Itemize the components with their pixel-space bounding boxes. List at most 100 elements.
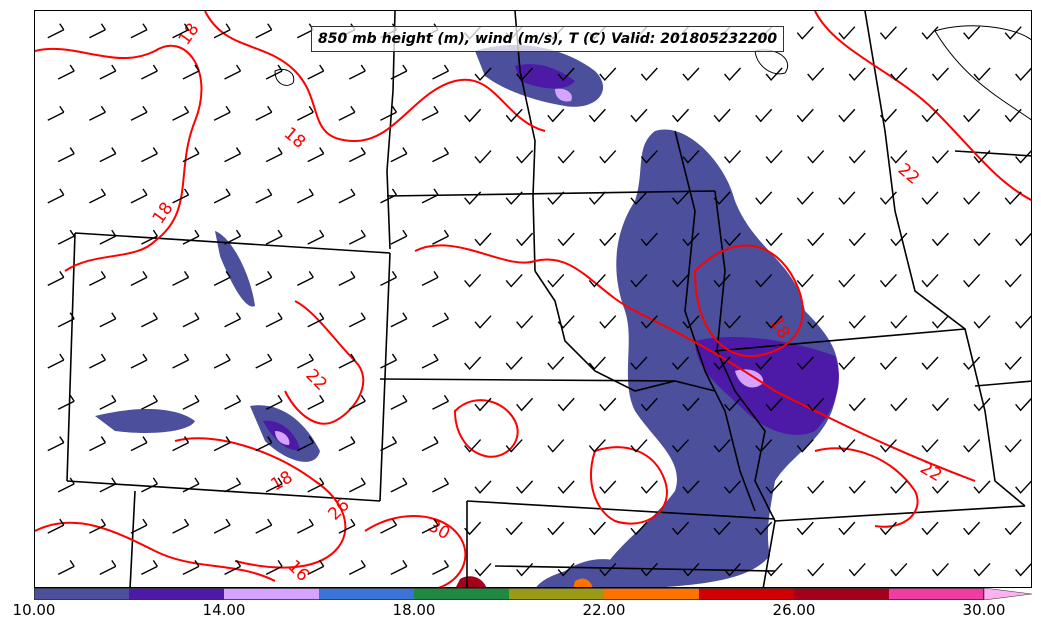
- wind-barb: [765, 397, 783, 412]
- wind-barb: [505, 108, 523, 123]
- wind-barb: [630, 521, 648, 536]
- wind-barb: [640, 315, 658, 329]
- wind-barb: [599, 315, 617, 329]
- wind-barb: [1004, 356, 1022, 371]
- wind-barb: [713, 521, 731, 536]
- wind-barb: [141, 477, 158, 493]
- wind-barb: [1004, 273, 1022, 288]
- wind-barb: [755, 356, 773, 371]
- colorbar-segment: [889, 588, 984, 600]
- wind-barb: [921, 439, 939, 453]
- wind-barb: [348, 560, 366, 576]
- wind-barb: [723, 480, 742, 494]
- wind-barb: [963, 356, 981, 371]
- wind-barb: [141, 229, 158, 245]
- wind-barb: [765, 150, 783, 164]
- wind-barb: [640, 150, 658, 164]
- wind-barb: [755, 521, 773, 536]
- wind-barb: [338, 353, 356, 369]
- wind-barb: [588, 356, 606, 371]
- wind-barb: [390, 394, 408, 410]
- wind-barb: [755, 273, 773, 288]
- boundary-ne-north: [386, 190, 716, 197]
- south-cell-inner: [573, 578, 593, 587]
- map-canvas: 18 18 18 22 22 22 18 18 26 30 16: [35, 11, 1031, 587]
- wind-barb: [723, 67, 742, 82]
- wind-barb: [141, 560, 158, 576]
- wind-barb: [516, 562, 534, 577]
- wind-barb: [141, 312, 158, 328]
- wind-barb: [557, 232, 575, 247]
- wind-barb: [265, 312, 283, 328]
- contour-label: 22: [894, 160, 923, 189]
- wind-barb: [89, 105, 106, 121]
- wind-barb: [765, 562, 783, 577]
- wind-barb: [432, 147, 450, 163]
- wind-barb: [130, 518, 148, 534]
- wind-barb: [879, 439, 897, 453]
- wind-barb: [547, 108, 565, 123]
- wind-barb: [973, 397, 991, 412]
- wind-barb: [338, 518, 356, 534]
- wind-barb: [390, 64, 408, 80]
- boundary-ok2: [494, 565, 776, 572]
- wind-barb: [630, 273, 648, 288]
- wind-barb: [432, 312, 450, 328]
- wind-barb: [599, 397, 617, 412]
- wind-barb: [599, 150, 617, 164]
- wind-barb: [265, 394, 283, 410]
- wind-barb: [464, 356, 482, 371]
- wind-barb: [47, 518, 65, 534]
- wind-barb: [172, 353, 190, 369]
- wind-barb: [348, 229, 366, 245]
- wind-barb: [57, 312, 75, 328]
- wind-barb: [47, 188, 65, 204]
- wind-barb: [682, 232, 700, 247]
- wind-barb: [547, 356, 565, 371]
- wind-barb: [723, 397, 742, 412]
- wind-barb: [296, 105, 314, 121]
- wind-barb: [348, 64, 366, 80]
- wind-barb: [807, 67, 825, 82]
- jet-core-max: [735, 369, 764, 388]
- boundary-mo-south: [774, 505, 1026, 522]
- wind-barb: [47, 105, 65, 121]
- wind-barb: [838, 191, 856, 205]
- wind-barb: [57, 477, 75, 493]
- boundary-wy-north: [74, 232, 391, 254]
- wind-barb: [464, 191, 482, 205]
- west-streak: [95, 409, 195, 433]
- wind-barb: [890, 562, 908, 577]
- wind-barb: [89, 518, 106, 534]
- wind-barb: [682, 315, 700, 329]
- wind-barb: [348, 147, 366, 163]
- wind-barb: [547, 273, 565, 288]
- wind-barb: [505, 521, 523, 536]
- wind-barb: [390, 312, 408, 328]
- wind-barb: [213, 518, 231, 534]
- wind-barb: [380, 105, 398, 121]
- wind-barb: [1015, 397, 1031, 412]
- wind-barb: [879, 191, 897, 205]
- wind-barb: [516, 232, 534, 247]
- wind-barb: [963, 439, 981, 453]
- colorbar-segment: [34, 588, 129, 600]
- wind-barb: [848, 150, 866, 164]
- wind-barb: [588, 273, 606, 288]
- wind-barb: [640, 67, 658, 82]
- wind-barb: [557, 315, 575, 329]
- wind-barb: [516, 397, 534, 412]
- wind-barb: [838, 108, 856, 123]
- boundary-mo-river: [534, 270, 716, 392]
- wind-barb: [557, 562, 575, 577]
- wind-barb: [838, 26, 856, 40]
- wind-barb: [307, 560, 325, 576]
- wind-barb: [182, 477, 200, 493]
- wind-barb: [890, 67, 908, 82]
- wind-barb: [557, 150, 575, 164]
- colorbar-tick-label: 18.00: [392, 601, 436, 619]
- wind-barb: [99, 229, 117, 245]
- wind-barb: [99, 394, 117, 410]
- wind-barb: [796, 356, 814, 371]
- wind-barb: [931, 315, 949, 329]
